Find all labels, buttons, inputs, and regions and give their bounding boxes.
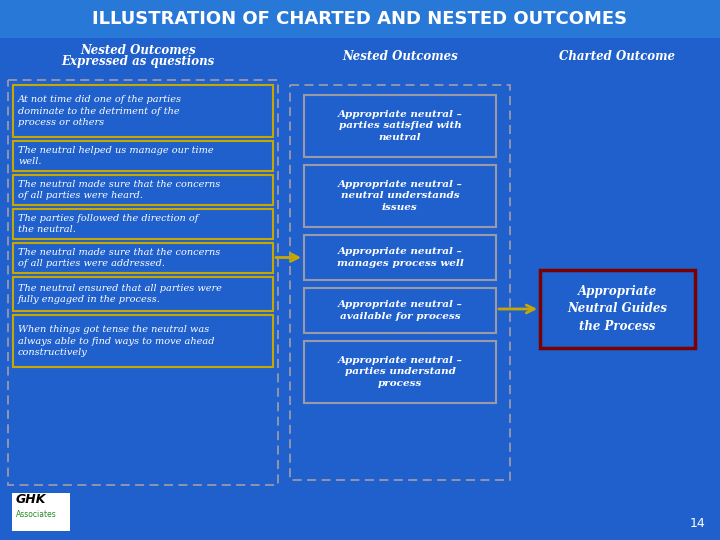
Text: The neutral made sure that the concerns
of all parties were addressed.: The neutral made sure that the concerns … [18, 248, 220, 268]
Text: Appropriate
Neutral Guides
the Process: Appropriate Neutral Guides the Process [567, 286, 667, 333]
Bar [304, 341, 496, 403]
Bar [13, 243, 273, 273]
Text: ILLUSTRATION OF CHARTED AND NESTED OUTCOMES: ILLUSTRATION OF CHARTED AND NESTED OUTCO… [92, 10, 628, 28]
Text: Associates: Associates [16, 510, 57, 519]
Text: The parties followed the direction of
the neutral.: The parties followed the direction of th… [18, 214, 199, 234]
Text: Expressed as questions: Expressed as questions [61, 56, 215, 69]
Bar [13, 209, 273, 239]
Bar [12, 493, 70, 531]
Text: Appropriate neutral –
neutral understands
issues: Appropriate neutral – neutral understand… [338, 180, 462, 212]
Bar [13, 141, 273, 171]
Bar [13, 277, 273, 311]
Text: 14: 14 [689, 517, 705, 530]
Bar [540, 270, 695, 348]
Bar [304, 95, 496, 157]
Bar [13, 85, 273, 137]
Text: The neutral helped us manage our time
well.: The neutral helped us manage our time we… [18, 146, 214, 166]
Text: Appropriate neutral –
parties satisfied with
neutral: Appropriate neutral – parties satisfied … [338, 110, 462, 142]
Text: The neutral made sure that the concerns
of all parties were heard.: The neutral made sure that the concerns … [18, 180, 220, 200]
Bar [13, 315, 273, 367]
Text: Appropriate neutral –
manages process well: Appropriate neutral – manages process we… [336, 247, 464, 268]
Bar [304, 288, 496, 333]
Bar [8, 80, 278, 485]
Bar [13, 175, 273, 205]
Bar [304, 235, 496, 280]
Text: Appropriate neutral –
parties understand
process: Appropriate neutral – parties understand… [338, 356, 462, 388]
Text: Nested Outcomes: Nested Outcomes [342, 50, 458, 63]
Text: When things got tense the neutral was
always able to find ways to move ahead
con: When things got tense the neutral was al… [18, 325, 215, 357]
Text: The neutral ensured that all parties were
fully engaged in the process.: The neutral ensured that all parties wer… [18, 284, 222, 304]
Text: Appropriate neutral –
available for process: Appropriate neutral – available for proc… [338, 300, 462, 321]
Bar [290, 85, 510, 480]
Text: Nested Outcomes: Nested Outcomes [80, 44, 196, 57]
Bar [0, 0, 720, 38]
Text: GHK: GHK [16, 493, 46, 506]
Text: At not time did one of the parties
dominate to the detriment of the
process or o: At not time did one of the parties domin… [18, 95, 182, 127]
Bar [304, 165, 496, 227]
Text: Charted Outcome: Charted Outcome [559, 50, 675, 63]
